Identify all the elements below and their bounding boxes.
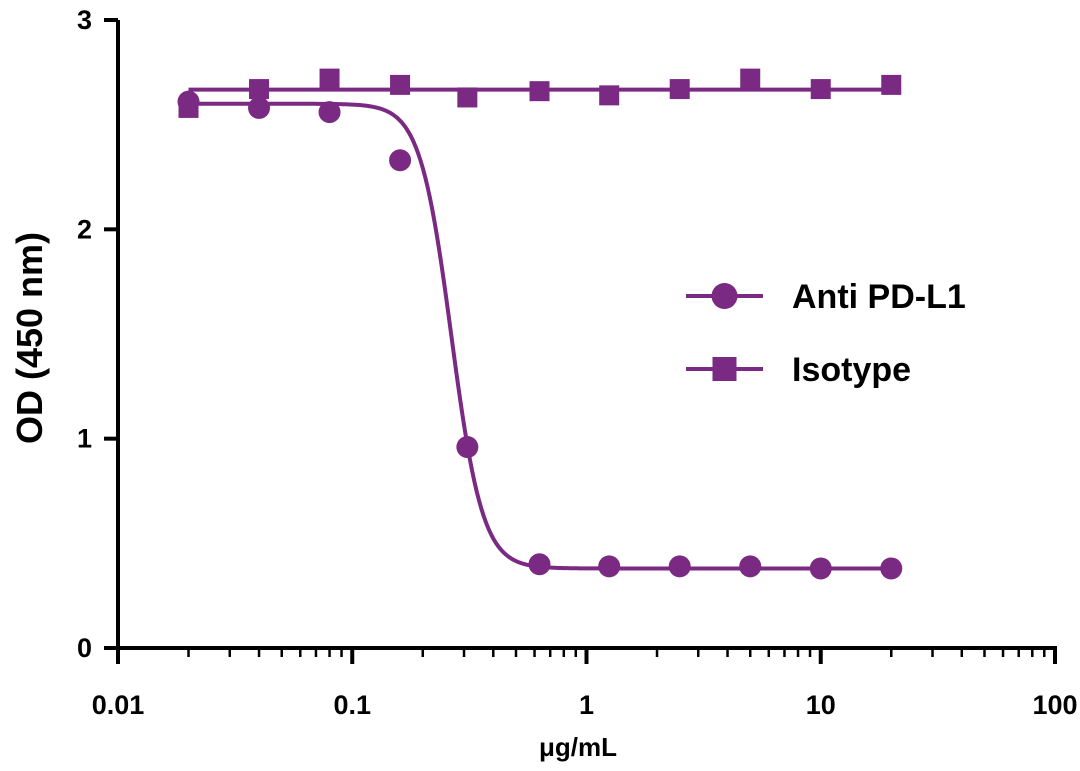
x-tick-label: 100 (1032, 690, 1077, 720)
data-point-isotype (457, 87, 478, 108)
data-point-isotype (810, 79, 831, 100)
y-tick-label: 1 (77, 424, 92, 454)
data-point-anti-pd-l1 (248, 96, 271, 119)
data-point-isotype (881, 74, 902, 95)
x-tick-label: 10 (806, 690, 836, 720)
data-point-anti-pd-l1 (456, 436, 479, 459)
data-point-isotype (319, 68, 340, 89)
data-point-isotype (390, 74, 411, 95)
x-tick-label: 0.1 (333, 690, 371, 720)
data-point-anti-pd-l1 (880, 557, 903, 580)
data-point-anti-pd-l1 (598, 555, 621, 578)
x-axis-label: μg/mL (539, 732, 617, 762)
legend-label-isotype: Isotype (792, 351, 911, 389)
plot-area (177, 68, 903, 580)
data-point-isotype (529, 81, 550, 102)
series-line-anti-pd-l1 (188, 101, 892, 571)
y-axis-label: OD (450 nm) (9, 232, 50, 444)
y-tick-label: 0 (77, 633, 92, 663)
y-tick-label: 2 (77, 214, 92, 244)
x-tick-label: 0.01 (92, 690, 145, 720)
data-point-anti-pd-l1 (809, 557, 832, 580)
data-point-isotype (669, 79, 690, 100)
legend-label-anti-pd-l1: Anti PD-L1 (792, 278, 966, 316)
data-point-anti-pd-l1 (177, 90, 200, 113)
data-point-anti-pd-l1 (389, 149, 412, 172)
data-point-anti-pd-l1 (318, 101, 341, 124)
data-point-isotype (599, 85, 620, 106)
legend-marker-isotype (712, 357, 737, 381)
data-point-anti-pd-l1 (528, 553, 551, 576)
y-tick-label: 3 (77, 5, 92, 35)
data-point-anti-pd-l1 (668, 555, 691, 578)
data-point-isotype (249, 79, 270, 100)
x-tick-label: 1 (579, 690, 594, 720)
data-point-anti-pd-l1 (739, 555, 762, 578)
legend: Anti PD-L1 Isotype (686, 278, 966, 389)
axes: 0 1 2 3 0.01 0.1 1 10 100 (77, 5, 1078, 720)
legend-marker-anti-pd-l1 (711, 283, 738, 309)
data-point-isotype (740, 68, 761, 89)
